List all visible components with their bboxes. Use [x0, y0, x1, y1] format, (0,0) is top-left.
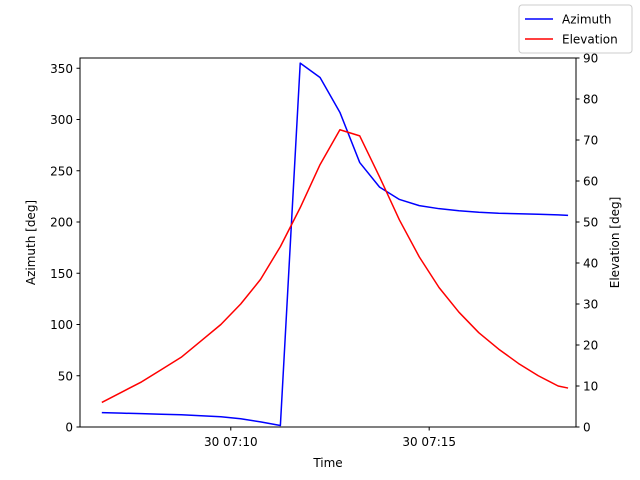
plot-lines: [101, 62, 569, 427]
right-tick-label: 70: [583, 134, 598, 148]
left-tick-label: 150: [50, 267, 73, 281]
right-tick-label: 90: [583, 52, 598, 66]
right-tick-label: 60: [583, 175, 598, 189]
legend: Azimuth Elevation: [518, 4, 633, 54]
x-tick-label: 30 07:15: [402, 435, 456, 449]
right-tick-label: 20: [583, 339, 598, 353]
plot-frame: [79, 57, 577, 428]
right-y-axis-label: Elevation [deg]: [608, 197, 622, 289]
legend-label-elevation: Elevation: [562, 33, 618, 47]
right-tick-label: 40: [583, 257, 598, 271]
right-y-axis-ticks: 0 10 20 30 40 50 60 70 80 90: [576, 52, 598, 435]
right-tick-label: 0: [583, 421, 591, 435]
left-tick-label: 350: [50, 62, 73, 76]
series-line-elevation: [101, 129, 569, 404]
left-y-axis-label: Azimuth [deg]: [24, 200, 38, 285]
right-tick-label: 50: [583, 216, 598, 230]
x-axis-label: Time: [312, 456, 342, 470]
left-tick-label: 0: [65, 421, 73, 435]
x-axis-ticks: 30 07:10 30 07:15: [204, 427, 456, 449]
left-tick-label: 50: [58, 369, 73, 383]
legend-box: [518, 4, 633, 54]
legend-label-azimuth: Azimuth: [562, 13, 611, 27]
left-tick-label: 200: [50, 216, 73, 230]
right-tick-label: 80: [583, 93, 598, 107]
left-tick-label: 250: [50, 164, 73, 178]
left-tick-label: 300: [50, 113, 73, 127]
right-tick-label: 30: [583, 298, 598, 312]
left-tick-label: 100: [50, 318, 73, 332]
right-tick-label: 10: [583, 380, 598, 394]
series-line-azimuth: [101, 62, 569, 427]
left-y-axis-ticks: 0 50 100 150 200 250 300 350: [50, 62, 80, 435]
x-tick-label: 30 07:10: [204, 435, 258, 449]
